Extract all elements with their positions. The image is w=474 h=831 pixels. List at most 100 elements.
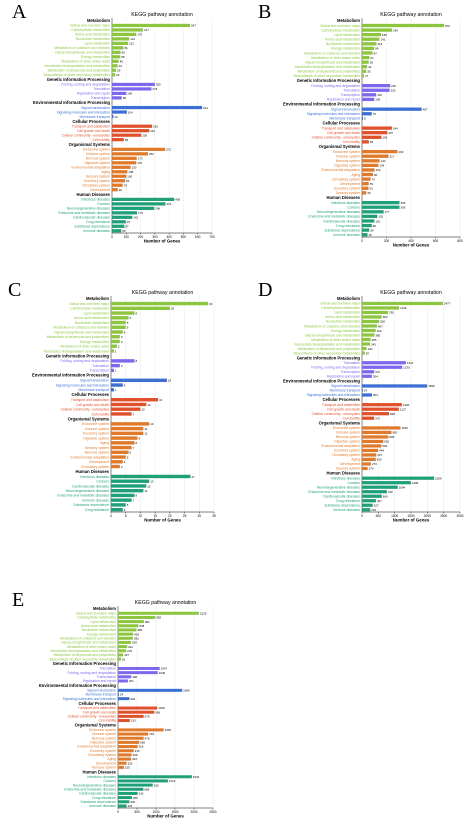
category-header: Metabolism [337, 18, 360, 23]
pathway-label: Cell growth and death [327, 131, 360, 135]
bar [118, 736, 144, 740]
x-tick-label: 400 [408, 239, 414, 243]
bar-value-label: 87 [125, 225, 129, 229]
pathway-label: Endocrine system [82, 422, 109, 426]
bar-value-label: 11 [144, 427, 147, 431]
bar-value-label: 457 [378, 324, 383, 328]
bar-value-label: 538 [139, 624, 144, 628]
bar-value-label: 35 [367, 70, 371, 74]
pathway-label: Signaling molecules and interaction [307, 393, 360, 397]
bar [112, 96, 122, 100]
pathway-label: Cardiovascular diseases [73, 216, 110, 220]
bar [118, 779, 168, 783]
bar-value-label: 670 [445, 24, 450, 28]
bar [111, 383, 123, 387]
pathway-label: Replication and repair [83, 679, 117, 683]
bar-value-label: 560 [140, 741, 145, 745]
bar-value-label: 8 [136, 311, 138, 315]
bar-value-label: 681 [145, 620, 150, 624]
x-tick-label: 2500 [440, 514, 447, 518]
bar [118, 693, 119, 697]
pathway-label: Nucleotide metabolism [326, 320, 360, 324]
bar [111, 464, 120, 469]
bar-value-label: 1046 [159, 671, 166, 675]
pathway-label: Neurodegenerative diseases [317, 210, 360, 214]
bar-value-label: 53 [369, 187, 373, 191]
x-tick-label: 1000 [152, 810, 159, 814]
pathway-label: Nervous system [86, 157, 110, 161]
pathway-label: Circulatory system [332, 453, 360, 457]
pathway-label: Membrane transport [78, 388, 109, 392]
category-header: Genetic Information Processing [53, 661, 117, 666]
bar [118, 615, 156, 619]
bar [112, 87, 152, 91]
pathway-label: Energy metabolism [331, 47, 360, 51]
pathway-label: Carbohydrate metabolism [71, 28, 110, 32]
bar-value-label: 56 [370, 140, 374, 144]
pathway-label: Environmental adaptation [322, 444, 361, 448]
bar-value-label: 97 [127, 220, 131, 224]
bar-value-label: 8 [136, 359, 138, 363]
x-tick-label: 15 [153, 514, 157, 518]
bar [111, 330, 123, 334]
bar-value-label: 1996 [428, 384, 435, 388]
bar-value-label: 103 [376, 168, 381, 172]
pathway-label: Cell motility [99, 719, 117, 723]
bar [362, 65, 368, 69]
pathway-label: Signaling molecules and interaction [56, 383, 109, 387]
pathway-label: Cell motility [343, 140, 361, 144]
bar [362, 228, 370, 232]
pathway-label: Metabolism of cofactors and vitamins [304, 324, 360, 328]
pathway-label: Amino acid metabolism [81, 624, 116, 628]
pathway-label: Biosynthesis of other secondary metaboli… [294, 74, 361, 78]
pathway-label: Transport and catabolism [72, 124, 110, 128]
bar-value-label: 281 [153, 124, 158, 128]
bar [111, 388, 114, 392]
bar [112, 28, 143, 32]
pathway-label: Immune system [336, 431, 360, 435]
bar [362, 205, 400, 209]
x-tick-label: 0 [111, 235, 113, 239]
bar [362, 163, 379, 168]
pathway-label: Immune system [92, 732, 116, 736]
bar-value-label: 173 [138, 157, 143, 161]
bar-value-label: 593 [382, 444, 387, 448]
bar [362, 481, 411, 485]
bar-value-label: 5 [127, 503, 129, 507]
bar-value-label: 265 [372, 338, 377, 342]
bar [112, 224, 125, 228]
bar [118, 783, 153, 787]
bar [112, 129, 150, 133]
bar-value-label: 273 [372, 462, 377, 466]
bar-value-label: 92 [126, 179, 130, 183]
pathway-label: Translation [343, 361, 360, 365]
pathway-label: Cell growth and death [76, 403, 109, 407]
pathway-label: Metabolism of terpenoids and polyketides [298, 70, 361, 74]
pathway-label: Metabolism of cofactors and vitamins [54, 46, 110, 50]
bar-value-label: 808 [389, 435, 394, 439]
bar-value-label: 119 [378, 42, 383, 46]
bar-value-label: 80 [373, 224, 377, 228]
bar-value-label: 144 [381, 159, 386, 163]
bar [118, 775, 192, 779]
bar-value-label: 8 [364, 117, 366, 121]
chart-title: KEGG pathway annotation [380, 290, 442, 296]
pathway-label: Substance dependence [324, 504, 360, 508]
pathway-label: Cancers [103, 779, 116, 783]
bar [112, 147, 166, 151]
pathway-label: Neurodegenerative diseases [317, 485, 360, 489]
bar [362, 448, 379, 453]
bar-value-label: 24 [364, 389, 368, 393]
pathway-label: Endocrine and metabolic diseases [308, 490, 360, 494]
bar [111, 455, 126, 459]
bar [118, 688, 183, 692]
pathway-label: Development [90, 188, 110, 192]
bar [362, 131, 388, 135]
bar-value-label: 327 [374, 504, 379, 508]
pathway-label: Lipid metabolism [335, 311, 361, 315]
bar [362, 233, 368, 237]
bar-value-label: 380 [375, 333, 380, 337]
pathway-label: Transport and catabolism [322, 403, 360, 407]
bar [362, 374, 372, 378]
